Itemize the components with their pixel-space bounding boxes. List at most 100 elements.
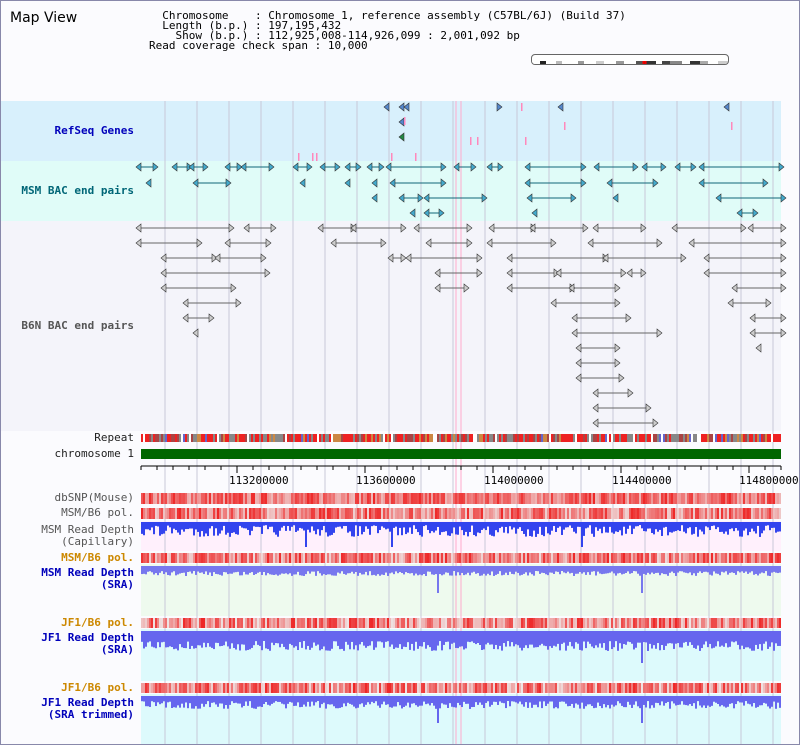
jf1-b6-pol-strip-cell — [389, 618, 391, 628]
repeat-segment — [179, 434, 181, 442]
jf1-depth-trim-bar — [669, 696, 671, 709]
msm-bac-end — [690, 162, 697, 172]
repeat-segment — [747, 434, 749, 442]
msm-depth-sra-bar — [373, 566, 375, 575]
jf1-b6-pol-strip-cell — [587, 618, 589, 628]
dbsnp-strip-cell — [687, 493, 689, 504]
msm-b6-pol-strip-cell — [189, 508, 191, 519]
jf1-b6-pol-strip-cell — [495, 618, 497, 628]
ideogram-band — [562, 61, 578, 64]
repeat-segment — [503, 434, 505, 442]
jf1-depth-sra-bar — [365, 631, 367, 648]
jf1-b6-pol2-strip-cell — [495, 683, 497, 693]
msm-depth-cap-bar — [191, 522, 193, 529]
msm-depth-cap-bar — [253, 522, 255, 527]
msm-depth-cap-bar — [259, 522, 261, 528]
repeat-segment — [311, 434, 313, 442]
repeat-segment — [325, 434, 327, 442]
msm-bac-label[interactable]: MSM BAC end pairs — [21, 184, 134, 197]
b6n-bac-end — [135, 223, 142, 233]
jf1-depth-trim-bar — [441, 696, 443, 704]
jf1-b6-pol2-strip-cell — [609, 683, 611, 693]
jf1-depth-sra-bar — [179, 631, 181, 645]
jf1-b6-pol-label[interactable]: JF1/B6 pol. — [61, 616, 134, 629]
jf1-depth-sra-bar — [549, 631, 551, 647]
refseq-snp-mark — [415, 153, 417, 161]
jf1-b6-pol2-strip-cell — [421, 683, 423, 693]
jf1-b6-pol-strip-cell — [545, 618, 547, 628]
msm-b6-pol-strip-cell — [693, 508, 695, 519]
msm-b6-pol-label[interactable]: MSM/B6 pol. — [61, 506, 134, 519]
msm-b6-pol2-strip-cell — [429, 553, 431, 563]
jf1-depth-sra-bar — [431, 631, 433, 651]
msm-depth-sra-bar — [259, 566, 261, 572]
jf1-b6-pol-strip-cell — [619, 618, 621, 628]
msm-depth-cap-bar — [185, 522, 187, 530]
msm-b6-pol-strip-cell — [325, 508, 327, 519]
b6n-bac-label[interactable]: B6N BAC end pairs — [21, 319, 134, 332]
msm-depth-cap-bar — [395, 522, 397, 527]
msm-depth-cap-bar — [285, 522, 287, 531]
ideogram-band — [656, 61, 662, 64]
msm-b6-pol2-strip-cell — [627, 553, 629, 563]
repeat-segment — [471, 434, 473, 442]
jf1-depth-sra-bar — [743, 631, 745, 650]
jf1-b6-pol-strip-cell — [483, 618, 485, 628]
repeat-segment — [187, 434, 189, 442]
repeat-segment — [433, 434, 435, 442]
msm-b6-pol2-strip-cell — [557, 553, 559, 563]
jf1-b6-pol-strip-cell — [449, 618, 451, 628]
msm-b6-pol2-label[interactable]: MSM/B6 pol. — [61, 551, 134, 564]
jf1-b6-pol2-strip-cell — [733, 683, 735, 693]
msm-b6-pol-strip-cell — [277, 508, 279, 519]
msm-b6-pol-strip-cell — [145, 508, 147, 519]
jf1-b6-pol2-strip-cell — [325, 683, 327, 693]
msm-depth-cap-bar — [587, 522, 589, 528]
dbsnp-strip-cell — [537, 493, 539, 504]
msm-b6-pol2-strip-cell — [279, 553, 281, 563]
msm-b6-pol-strip-cell — [457, 508, 459, 519]
msm-read-depth-sra-label[interactable]: MSM Read Depth — [41, 566, 134, 579]
msm-depth-sra-bar — [175, 566, 177, 576]
repeat-segment — [571, 434, 573, 442]
msm-depth-sra-bar — [337, 566, 339, 573]
msm-b6-pol-strip-cell — [179, 508, 181, 519]
msm-depth-cap-bar — [767, 522, 769, 526]
jf1-b6-pol2-strip-cell — [477, 683, 479, 693]
msm-depth-cap-bar — [423, 522, 425, 527]
msm-depth-cap-bar — [373, 522, 375, 526]
dbsnp-strip-cell — [577, 493, 579, 504]
jf1-b6-pol-strip-cell — [721, 618, 723, 628]
msm-b6-pol-strip-cell — [351, 508, 353, 519]
msm-b6-pol2-strip-cell — [269, 553, 271, 563]
msm-b6-pol2-strip-cell — [749, 553, 751, 563]
jf1-depth-sra-bar — [161, 631, 163, 643]
jf1-depth-sra-bar — [295, 631, 297, 647]
msm-bac-end — [570, 193, 577, 203]
jf1-read-depth-sra-label[interactable]: JF1 Read Depth — [41, 631, 134, 644]
dbsnp-label[interactable]: dbSNP(Mouse) — [54, 491, 134, 504]
refseq-genes-label[interactable]: RefSeq Genes — [54, 124, 134, 137]
msm-read-depth-capillary-label[interactable]: MSM Read Depth — [41, 523, 134, 536]
repeat-segment — [663, 434, 665, 442]
jf1-b6-pol-strip-cell — [693, 618, 695, 628]
jf1-b6-pol-strip-cell — [763, 618, 765, 628]
dbsnp-strip-cell — [377, 493, 379, 504]
jf1-depth-trim-bar — [181, 696, 183, 704]
jf1-read-depth-trim-label[interactable]: JF1 Read Depth — [41, 696, 134, 709]
jf1-depth-sra-bar — [441, 631, 443, 651]
chromosome-ideogram[interactable] — [531, 54, 729, 65]
dbsnp-strip-cell — [253, 493, 255, 504]
msm-depth-sra-bar — [263, 566, 265, 573]
msm-depth-sra-bar — [401, 566, 403, 573]
jf1-b6-pol2-label[interactable]: JF1/B6 pol. — [61, 681, 134, 694]
msm-depth-sra-bar — [303, 566, 305, 576]
jf1-b6-pol2-strip-cell — [327, 683, 329, 693]
msm-b6-pol2-strip-cell — [701, 553, 703, 563]
ideogram-band — [690, 61, 700, 64]
msm-depth-sra-bar — [285, 566, 287, 574]
msm-depth-sra-bar — [761, 566, 763, 573]
b6n-bac-end — [640, 223, 647, 233]
jf1-depth-trim-bar — [515, 696, 517, 703]
